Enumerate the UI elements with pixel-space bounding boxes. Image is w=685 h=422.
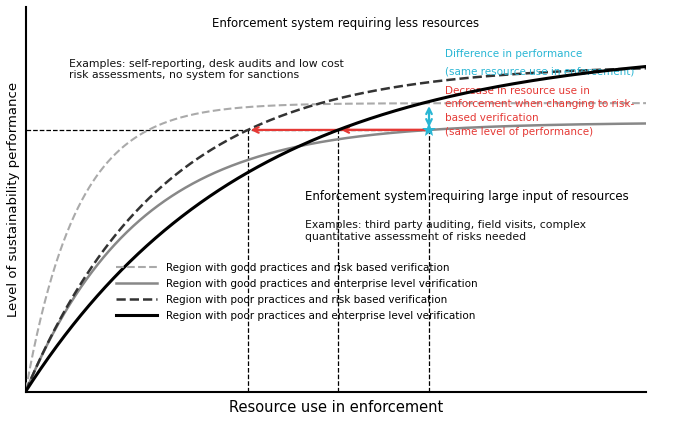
Y-axis label: Level of sustainability performance: Level of sustainability performance [7, 82, 20, 317]
Text: Enforcement system requiring less resources: Enforcement system requiring less resour… [212, 16, 479, 30]
Text: Examples: self-reporting, desk audits and low cost
risk assessments, no system f: Examples: self-reporting, desk audits an… [69, 59, 344, 81]
X-axis label: Resource use in enforcement: Resource use in enforcement [229, 400, 443, 415]
Text: Difference in performance: Difference in performance [445, 49, 582, 59]
Text: (same resource use in enforcement): (same resource use in enforcement) [445, 67, 634, 76]
Text: Decrease in resource use in
enforcement when changing to risk-
based verificatio: Decrease in resource use in enforcement … [445, 86, 634, 137]
Text: Enforcement system requiring large input of resources: Enforcement system requiring large input… [305, 190, 629, 203]
Text: Examples: third party auditing, field visits, complex
quantitative assessment of: Examples: third party auditing, field vi… [305, 221, 586, 242]
Legend: Region with good practices and risk based verification, Region with good practic: Region with good practices and risk base… [112, 258, 482, 325]
